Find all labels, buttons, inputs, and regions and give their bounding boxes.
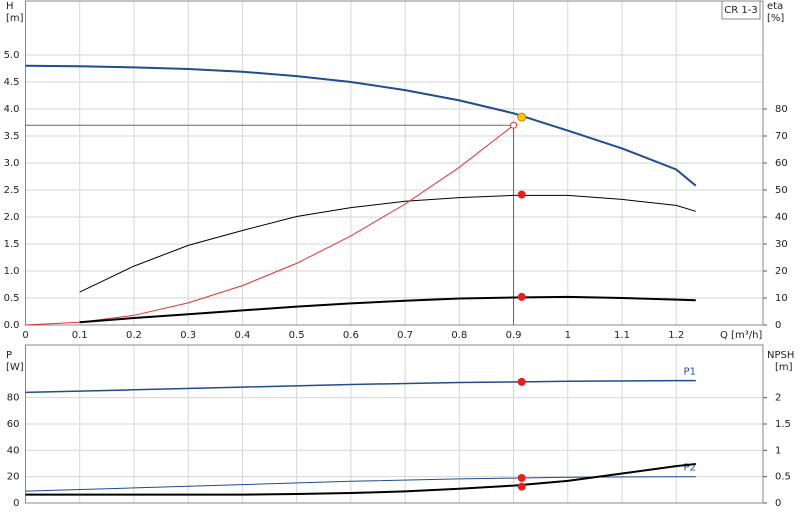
- series-line: [25, 379, 696, 394]
- y-tick-label: 3.0: [4, 158, 20, 169]
- y2-unit: [%]: [767, 13, 784, 24]
- y2-tick-label: 40: [775, 212, 788, 223]
- x-tick-label: 0.1: [72, 330, 88, 341]
- y2-tick-label: 70: [775, 131, 788, 142]
- y2-tick-label: 0: [775, 320, 781, 331]
- plot-frame: [25, 344, 764, 504]
- y2-unit: [m]: [775, 362, 793, 373]
- y2-tick-label: 1.5: [775, 419, 791, 430]
- series-line: [79, 295, 696, 324]
- y-tick-label: 2.5: [4, 185, 20, 196]
- y-tick-label: 1.0: [4, 266, 20, 277]
- y-tick-label: 5.0: [4, 50, 20, 61]
- y2-tick-label: 0: [775, 498, 781, 509]
- y-tick-label: 0.0: [4, 320, 20, 331]
- y-tick-label: 80: [7, 393, 20, 404]
- y2-tick-label: 80: [775, 104, 788, 115]
- y2-tick-label: 1: [775, 445, 781, 456]
- y2-tick-label: 2: [775, 393, 781, 404]
- y2-tick-label: 10: [775, 293, 788, 304]
- operating-point: [517, 292, 526, 301]
- badge: CR 1-3: [724, 5, 757, 16]
- y2-tick-label: 0.5: [775, 472, 791, 483]
- x-tick-label: 0.5: [289, 330, 305, 341]
- x-tick-label: 1: [565, 330, 571, 341]
- y2-label: NPSH: [767, 350, 794, 361]
- x-tick-label: 0.2: [126, 330, 142, 341]
- x-tick-label: 0.9: [506, 330, 522, 341]
- plot-frame: [25, 0, 764, 326]
- x-tick-label: 0.6: [343, 330, 359, 341]
- series-line: [25, 463, 696, 496]
- y-tick-label: 4.5: [4, 77, 20, 88]
- series-line: [25, 124, 514, 326]
- y-unit: [m]: [6, 13, 24, 24]
- y2-tick-label: 60: [775, 158, 788, 169]
- operating-point: [510, 121, 518, 129]
- y2-tick-label: 50: [775, 185, 788, 196]
- y2-tick-label: 30: [775, 239, 788, 250]
- series-label: P2: [684, 463, 696, 474]
- operating-point: [517, 473, 526, 482]
- x-label: Q [m³/h]: [720, 330, 762, 341]
- series-line: [79, 194, 696, 293]
- x-tick-label: 1.1: [614, 330, 630, 341]
- y-unit: [W]: [6, 362, 24, 373]
- y-tick-label: 2.0: [4, 212, 20, 223]
- operating-point: [517, 482, 526, 491]
- y-tick-label: 0: [13, 498, 19, 509]
- x-tick-label: 0.8: [451, 330, 467, 341]
- x-tick-label: 0.7: [397, 330, 413, 341]
- y-tick-label: 40: [7, 445, 20, 456]
- x-tick-label: 1.2: [668, 330, 684, 341]
- operating-point: [517, 112, 527, 122]
- y-tick-label: 3.5: [4, 131, 20, 142]
- y-tick-label: 0.5: [4, 293, 20, 304]
- y-tick-label: 60: [7, 419, 20, 430]
- y-label: H: [6, 1, 14, 12]
- x-tick-label: 0: [22, 330, 28, 341]
- x-tick-label: 0.3: [180, 330, 196, 341]
- y-tick-label: 1.5: [4, 239, 20, 250]
- y-label: P: [6, 350, 12, 361]
- y2-tick-label: 20: [775, 266, 788, 277]
- y2-label: eta: [767, 1, 783, 12]
- series-line: [25, 476, 696, 492]
- y-tick-label: 20: [7, 472, 20, 483]
- series-line: [25, 64, 697, 187]
- operating-point: [517, 190, 526, 199]
- series-label: P1: [684, 367, 696, 378]
- x-tick-label: 0.4: [234, 330, 250, 341]
- y-tick-label: 4.0: [4, 104, 20, 115]
- operating-point: [517, 377, 526, 386]
